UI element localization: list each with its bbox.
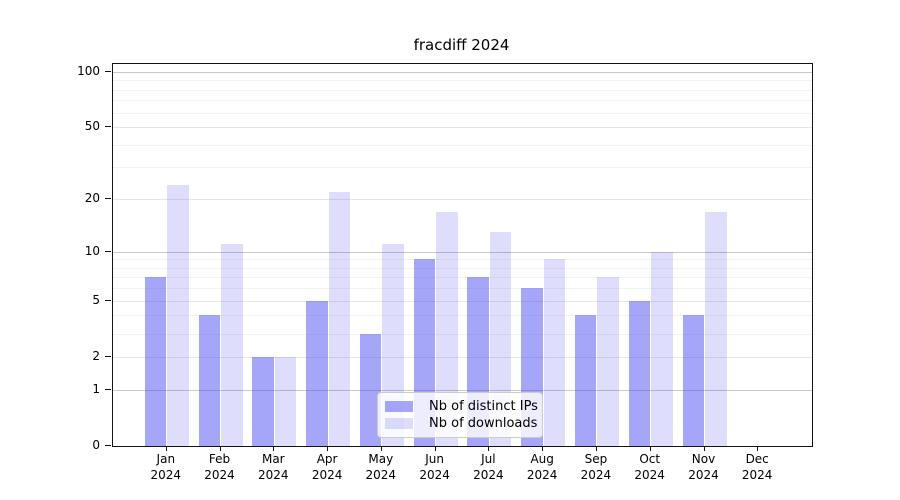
- bar-dl-feb: [221, 244, 243, 446]
- y-tick-label: 50: [84, 119, 100, 133]
- gridline: [113, 356, 812, 358]
- gridline: [113, 251, 812, 253]
- bar-ips-mar: [252, 356, 274, 446]
- legend-label-downloads: Nb of downloads: [429, 416, 538, 431]
- y-tick-mark: [105, 250, 111, 252]
- x-tick-mark: [380, 446, 382, 451]
- gridline: [113, 259, 812, 261]
- gridline: [113, 267, 812, 269]
- x-tick-label: Jul 2024: [473, 452, 504, 482]
- bar-dl-jun: [436, 211, 458, 446]
- bar-dl-jan: [167, 184, 189, 446]
- x-tick-mark: [649, 446, 651, 451]
- bar-dl-oct: [651, 251, 673, 446]
- bar-ips-oct: [628, 300, 651, 446]
- bar-ips-nov: [682, 315, 704, 446]
- gridline: [113, 389, 812, 391]
- y-tick-label: 0: [92, 438, 100, 452]
- bar-ips-jan: [144, 277, 167, 446]
- y-tick-label: 20: [84, 191, 100, 205]
- bar-dl-nov: [705, 211, 727, 446]
- legend-item-distinct-ips: Nb of distinct IPs: [385, 398, 538, 415]
- x-tick-mark: [165, 446, 167, 451]
- gridline: [113, 89, 812, 91]
- x-tick-label: Aug 2024: [526, 452, 558, 482]
- gridline: [113, 112, 812, 114]
- gridline: [113, 333, 812, 335]
- y-tick-mark: [105, 126, 111, 127]
- bar-dl-apr: [328, 191, 351, 446]
- legend: Nb of distinct IPs Nb of downloads: [377, 392, 543, 438]
- x-tick-label: Feb 2024: [204, 452, 235, 482]
- y-tick-mark: [105, 445, 111, 446]
- x-tick-mark: [595, 446, 597, 451]
- y-tick-label: 2: [92, 348, 100, 363]
- legend-item-downloads: Nb of downloads: [385, 415, 538, 432]
- plot-area: [112, 63, 813, 447]
- gridline: [113, 167, 812, 169]
- x-tick-label: May 2024: [365, 452, 397, 482]
- x-tick-label: Nov 2024: [688, 452, 719, 482]
- x-tick-mark: [542, 446, 544, 451]
- x-tick-mark: [757, 446, 759, 451]
- y-tick-mark: [105, 355, 111, 357]
- y-tick-label: 1: [92, 381, 100, 396]
- x-tick-label: Jun 2024: [419, 452, 450, 482]
- gridline: [113, 100, 812, 102]
- legend-swatch-distinct-ips: [385, 401, 413, 412]
- x-tick-label: Oct 2024: [634, 452, 665, 482]
- x-tick-mark: [434, 446, 436, 451]
- y-tick-mark: [105, 198, 111, 199]
- y-tick-mark: [105, 388, 111, 390]
- gridline: [113, 288, 812, 290]
- y-tick-mark: [105, 70, 111, 72]
- x-tick-label: Mar 2024: [258, 452, 289, 482]
- gridline: [113, 80, 812, 82]
- y-tick-label: 10: [84, 243, 100, 258]
- bar-ips-sep: [574, 315, 597, 446]
- gridline: [113, 315, 812, 317]
- bar-dl-mar: [274, 356, 297, 446]
- gridline: [113, 277, 812, 279]
- gridline: [113, 199, 812, 200]
- y-tick-mark: [105, 299, 111, 301]
- x-tick-label: Jan 2024: [150, 452, 182, 482]
- bar-ips-may: [359, 333, 382, 446]
- x-tick-mark: [703, 446, 705, 451]
- bar-ips-apr: [306, 300, 328, 446]
- x-tick-mark: [327, 446, 329, 451]
- legend-label-distinct-ips: Nb of distinct IPs: [429, 399, 538, 414]
- gridline: [113, 71, 812, 73]
- gridline: [113, 144, 812, 146]
- x-tick-mark: [488, 446, 490, 451]
- x-tick-label: Apr 2024: [311, 452, 343, 482]
- bar-ips-feb: [198, 315, 220, 446]
- bar-dl-sep: [597, 277, 619, 446]
- x-tick-mark: [219, 446, 221, 451]
- bar-dl-aug: [543, 259, 566, 446]
- gridline: [113, 127, 812, 128]
- gridline: [113, 300, 812, 302]
- y-tick-label: 5: [92, 292, 100, 307]
- y-tick-label: 100: [77, 63, 100, 78]
- x-tick-label: Dec 2024: [741, 452, 773, 482]
- x-tick-mark: [273, 446, 275, 451]
- x-tick-label: Sep 2024: [580, 452, 612, 482]
- chart-title: fracdiff 2024: [413, 36, 510, 54]
- legend-swatch-downloads: [385, 418, 413, 429]
